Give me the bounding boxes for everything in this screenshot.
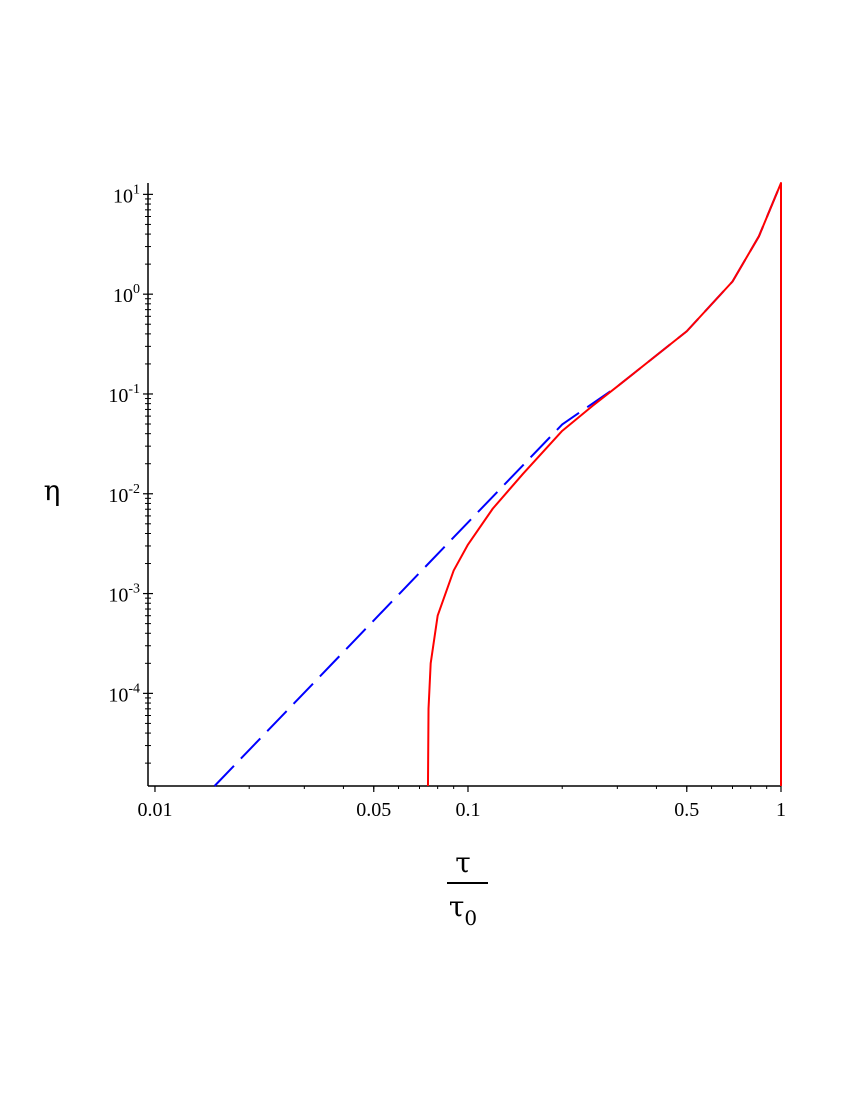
x-tick-label: 0.01	[137, 799, 172, 821]
x-tick-label: 0.05	[356, 799, 391, 821]
y-tick-label: 100	[113, 282, 140, 307]
y-tick-label: 10-3	[108, 582, 140, 607]
x-tick-label: 0.5	[674, 799, 699, 821]
series-line-1	[213, 182, 782, 787]
x-axis-label-denominator: τ0	[449, 890, 477, 930]
y-tick-label: 10-4	[108, 681, 140, 706]
x-axis-label-denominator-sub: 0	[464, 906, 477, 930]
y-tick-label: 10-2	[108, 482, 140, 507]
x-tick-label: 0.1	[455, 799, 480, 821]
x-axis-label-denominator-base: τ	[449, 890, 465, 923]
y-tick-label: 10-1	[108, 382, 140, 407]
ticks: 101 100 10-1 10-2 10-3 10-4 0.01 0.05 0.1 0.5 1	[108, 182, 786, 821]
series-group	[213, 182, 782, 787]
series-line-2	[426, 182, 782, 787]
axis-labels: η τ τ0	[44, 474, 488, 930]
y-tick-label: 101	[113, 182, 140, 207]
axes	[147, 183, 781, 787]
x-axis-label-numerator: τ	[455, 846, 471, 879]
x-tick-label: 1	[776, 799, 786, 821]
y-axis-label: η	[44, 474, 61, 507]
